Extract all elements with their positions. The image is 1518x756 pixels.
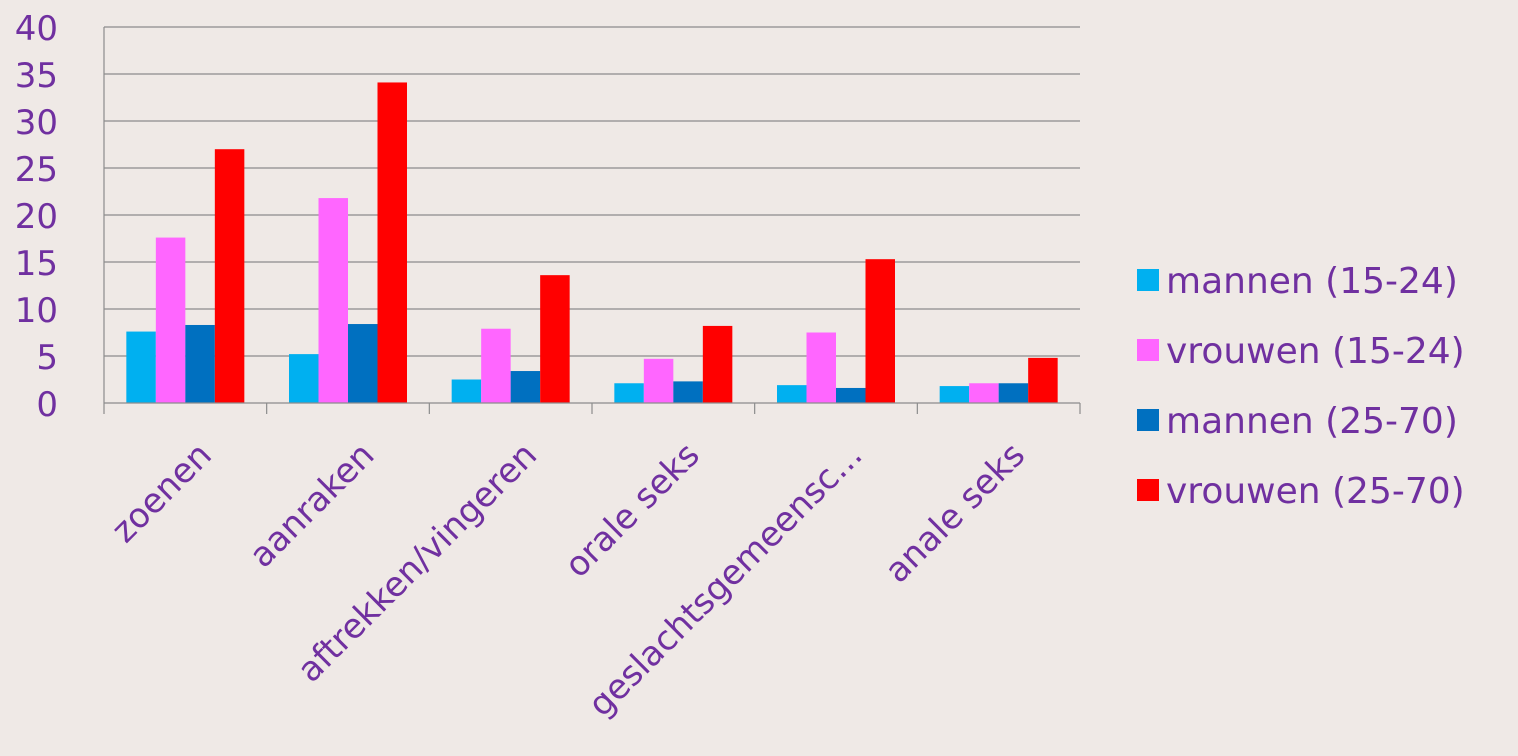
bar bbox=[214, 149, 245, 403]
bar bbox=[614, 383, 644, 403]
bar bbox=[540, 275, 570, 403]
bar bbox=[481, 328, 511, 403]
bar bbox=[185, 324, 215, 403]
legend-swatch bbox=[1137, 409, 1159, 431]
bars bbox=[126, 82, 1058, 404]
bar bbox=[806, 332, 836, 403]
y-tick-label: 20 bbox=[15, 197, 58, 237]
y-tick-label: 35 bbox=[15, 56, 58, 96]
bar bbox=[643, 358, 674, 403]
y-tick-labels: 0 5 10 15 20 25 30 35 40 bbox=[15, 9, 58, 425]
y-tick-label: 5 bbox=[36, 338, 58, 378]
bar bbox=[289, 354, 319, 403]
y-tick-label: 15 bbox=[15, 244, 58, 284]
x-tick-label: anale seks bbox=[877, 435, 1033, 591]
x-tick-label: zoenen bbox=[104, 435, 220, 551]
bar bbox=[939, 386, 970, 403]
x-tick-label: geslachtsgemeensc... bbox=[581, 435, 871, 725]
legend-swatch bbox=[1137, 479, 1159, 501]
gridlines bbox=[104, 26, 1080, 357]
legend-label: vrouwen (25-70) bbox=[1166, 471, 1465, 512]
bar bbox=[155, 237, 186, 403]
bar bbox=[126, 331, 156, 403]
bar bbox=[969, 383, 999, 403]
x-tick-label: orale seks bbox=[557, 435, 707, 585]
bar bbox=[1028, 357, 1058, 403]
bar bbox=[702, 325, 733, 403]
bar bbox=[836, 387, 866, 403]
y-tick-label: 0 bbox=[36, 385, 58, 425]
bar bbox=[510, 371, 541, 403]
y-tick-label: 25 bbox=[15, 150, 58, 190]
y-tick-label: 30 bbox=[15, 103, 58, 143]
bar bbox=[348, 324, 378, 403]
legend-label: vrouwen (15-24) bbox=[1166, 331, 1465, 372]
bar bbox=[377, 82, 407, 404]
legend-label: mannen (15-24) bbox=[1166, 261, 1458, 302]
axes bbox=[103, 27, 1081, 414]
y-tick-label: 10 bbox=[15, 291, 58, 331]
bar bbox=[865, 259, 895, 403]
bar bbox=[998, 383, 1029, 403]
bar bbox=[777, 385, 807, 403]
bar bbox=[451, 379, 482, 403]
legend: mannen (15-24) vrouwen (15-24) mannen (25-… bbox=[1137, 261, 1465, 512]
bar bbox=[318, 198, 348, 403]
legend-label: mannen (25-70) bbox=[1166, 401, 1458, 442]
bar bbox=[673, 381, 703, 403]
legend-swatch bbox=[1137, 269, 1159, 291]
legend-swatch bbox=[1137, 339, 1159, 361]
x-tick-label: aanraken bbox=[242, 435, 383, 576]
y-tick-label: 40 bbox=[15, 9, 58, 49]
